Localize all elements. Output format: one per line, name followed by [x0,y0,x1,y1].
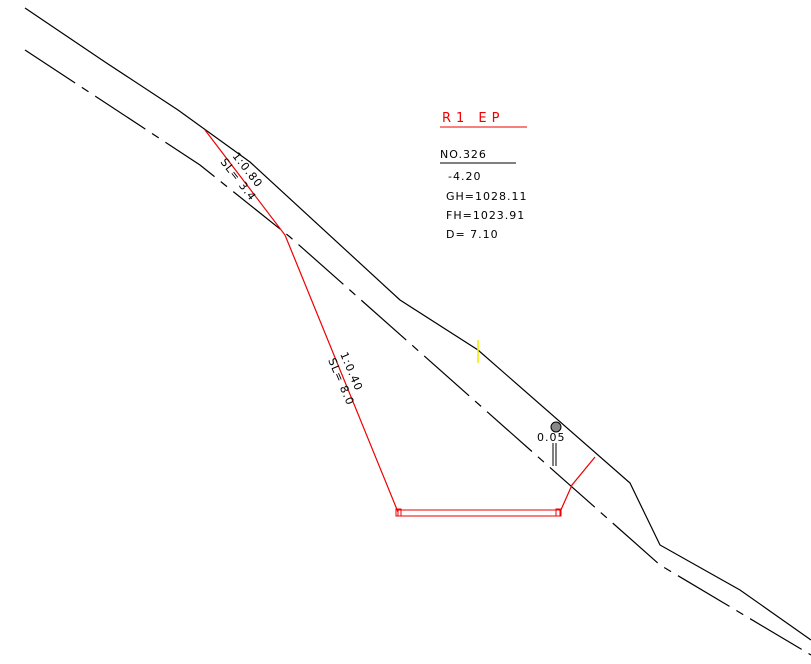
cut-slope [559,456,596,513]
cut-slope [204,129,399,513]
marker-label: 0.05 [537,431,566,444]
distance: D= 7.10 [446,228,499,241]
ditch-corner [555,508,562,517]
design-line [24,49,811,656]
ditch-bottom [397,509,561,517]
title: R1 EP [442,111,505,126]
ditch-corner [395,508,402,517]
station-number: NO.326 [440,148,487,161]
ground-height: GH=1028.11 [446,190,528,203]
marker-symbol [550,421,562,433]
formation-height: FH=1023.91 [446,209,525,222]
offset: -4.20 [448,170,481,183]
ground-line [24,7,811,641]
